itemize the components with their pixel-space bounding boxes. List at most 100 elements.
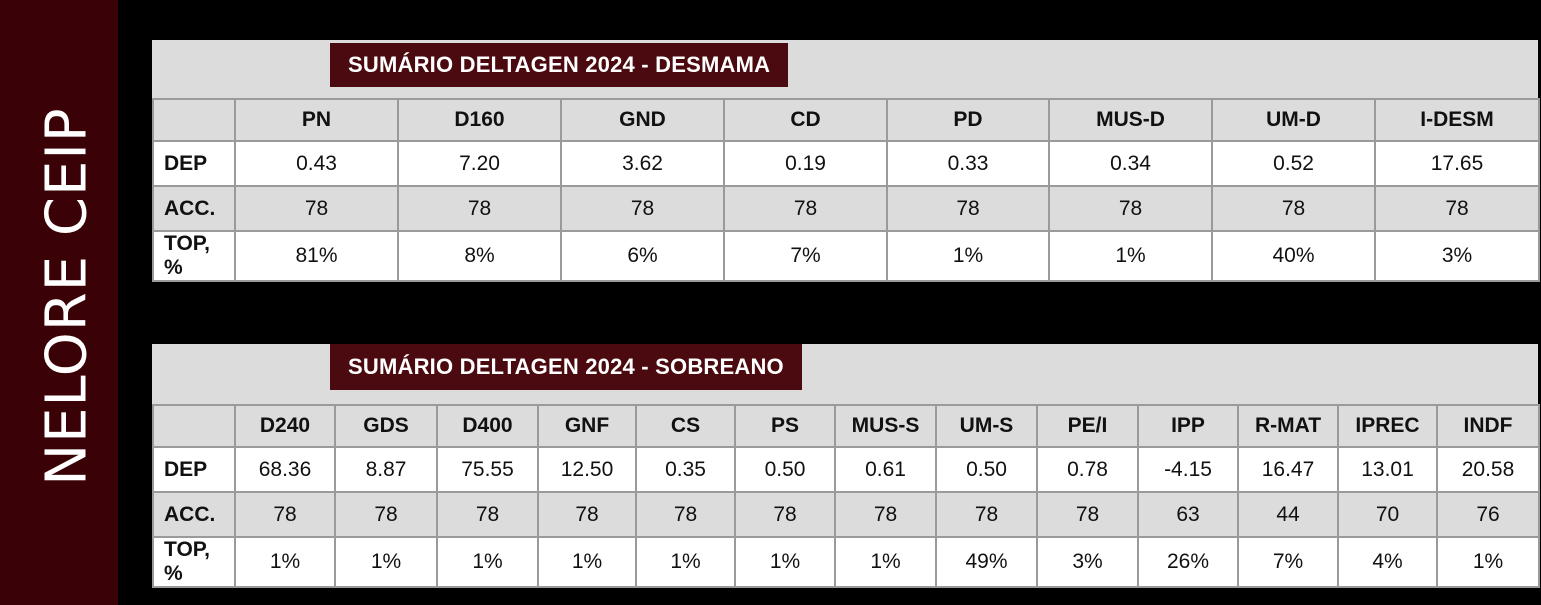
desmama-col-header: GND xyxy=(560,98,725,142)
side-title: NELORE CEIP xyxy=(34,107,100,486)
table-cell: 68.36 xyxy=(234,446,336,493)
desmama-col-header: PN xyxy=(234,98,399,142)
table-cell: 0.52 xyxy=(1211,140,1376,187)
table-cell: 26% xyxy=(1137,536,1239,588)
table-cell: 78 xyxy=(1374,185,1540,232)
table-cell: 44 xyxy=(1237,491,1339,538)
table-cell: 8% xyxy=(397,230,562,282)
table-cell: 78 xyxy=(537,491,637,538)
table-cell: 63 xyxy=(1137,491,1239,538)
table-cell: 81% xyxy=(234,230,399,282)
desmama-title: SUMÁRIO DELTAGEN 2024 - DESMAMA xyxy=(330,43,789,87)
desmama-col-header: D160 xyxy=(397,98,562,142)
table-cell: 8.87 xyxy=(334,446,438,493)
table-cell: 78 xyxy=(1048,185,1213,232)
side-title-container: NELORE CEIP xyxy=(0,0,118,605)
table-cell: 0.43 xyxy=(234,140,399,187)
sobreano-header-row: D240 GDS D400 GNF CS PS MUS-S UM-S PE/I … xyxy=(152,404,1540,448)
desmama-table: PN D160 GND CD PD MUS-D UM-D I-DESM DEP … xyxy=(152,98,1540,282)
table-cell: 0.50 xyxy=(935,446,1038,493)
table-cell: 78 xyxy=(734,491,836,538)
table-cell: 16.47 xyxy=(1237,446,1339,493)
row-label: TOP, % xyxy=(152,230,236,282)
table-cell: -4.15 xyxy=(1137,446,1239,493)
sobreano-header: SUMÁRIO DELTAGEN 2024 - SOBREANO xyxy=(152,344,1538,404)
desmama-row-top: TOP, % 81% 8% 6% 7% 1% 1% 40% 3% xyxy=(152,230,1540,282)
sobreano-col-header: GDS xyxy=(334,404,438,448)
desmama-col-header: I-DESM xyxy=(1374,98,1540,142)
row-label: ACC. xyxy=(152,491,236,538)
table-cell: 78 xyxy=(834,491,937,538)
sobreano-col-header: MUS-S xyxy=(834,404,937,448)
desmama-header: SUMÁRIO DELTAGEN 2024 - DESMAMA xyxy=(152,40,1538,98)
sobreano-row-acc: ACC. 78 78 78 78 78 78 78 78 78 63 44 70… xyxy=(152,491,1540,538)
table-cell: 0.35 xyxy=(635,446,736,493)
table-cell: 78 xyxy=(234,491,336,538)
table-cell: 75.55 xyxy=(436,446,539,493)
sobreano-table: D240 GDS D400 GNF CS PS MUS-S UM-S PE/I … xyxy=(152,404,1540,588)
sobreano-col-header: UM-S xyxy=(935,404,1038,448)
table-cell: 1% xyxy=(734,536,836,588)
table-cell: 1% xyxy=(834,536,937,588)
table-cell: 78 xyxy=(935,491,1038,538)
table-cell: 7% xyxy=(723,230,888,282)
table-cell: 0.19 xyxy=(723,140,888,187)
side-bar xyxy=(0,0,118,605)
desmama-col-header: PD xyxy=(886,98,1050,142)
sobreano-col-header: PS xyxy=(734,404,836,448)
sobreano-corner-cell xyxy=(152,404,236,448)
table-cell: 1% xyxy=(436,536,539,588)
table-cell: 78 xyxy=(334,491,438,538)
table-cell: 13.01 xyxy=(1337,446,1438,493)
sobreano-row-dep: DEP 68.36 8.87 75.55 12.50 0.35 0.50 0.6… xyxy=(152,446,1540,493)
desmama-row-acc: ACC. 78 78 78 78 78 78 78 78 xyxy=(152,185,1540,232)
table-cell: 78 xyxy=(1036,491,1139,538)
sobreano-row-top: TOP, % 1% 1% 1% 1% 1% 1% 1% 49% 3% 26% 7… xyxy=(152,536,1540,588)
table-cell: 1% xyxy=(334,536,438,588)
table-cell: 78 xyxy=(723,185,888,232)
table-cell: 3.62 xyxy=(560,140,725,187)
desmama-row-dep: DEP 0.43 7.20 3.62 0.19 0.33 0.34 0.52 1… xyxy=(152,140,1540,187)
table-cell: 0.50 xyxy=(734,446,836,493)
table-cell: 1% xyxy=(1436,536,1540,588)
table-cell: 78 xyxy=(436,491,539,538)
sobreano-col-header: R-MAT xyxy=(1237,404,1339,448)
table-cell: 12.50 xyxy=(537,446,637,493)
table-cell: 7.20 xyxy=(397,140,562,187)
table-cell: 6% xyxy=(560,230,725,282)
table-cell: 0.61 xyxy=(834,446,937,493)
desmama-col-header: UM-D xyxy=(1211,98,1376,142)
table-cell: 49% xyxy=(935,536,1038,588)
sobreano-col-header: IPREC xyxy=(1337,404,1438,448)
table-cell: 78 xyxy=(886,185,1050,232)
desmama-col-header: CD xyxy=(723,98,888,142)
row-label: DEP xyxy=(152,140,236,187)
desmama-panel: SUMÁRIO DELTAGEN 2024 - DESMAMA PN D160 … xyxy=(152,40,1540,282)
table-cell: 1% xyxy=(886,230,1050,282)
table-cell: 78 xyxy=(397,185,562,232)
table-cell: 0.78 xyxy=(1036,446,1139,493)
sobreano-col-header: IPP xyxy=(1137,404,1239,448)
table-cell: 1% xyxy=(234,536,336,588)
sobreano-col-header: GNF xyxy=(537,404,637,448)
table-cell: 3% xyxy=(1036,536,1139,588)
table-cell: 7% xyxy=(1237,536,1339,588)
desmama-corner-cell xyxy=(152,98,236,142)
table-cell: 78 xyxy=(560,185,725,232)
desmama-header-row: PN D160 GND CD PD MUS-D UM-D I-DESM xyxy=(152,98,1540,142)
sobreano-col-header: D240 xyxy=(234,404,336,448)
table-cell: 70 xyxy=(1337,491,1438,538)
table-cell: 20.58 xyxy=(1436,446,1540,493)
row-label: TOP, % xyxy=(152,536,236,588)
sobreano-title: SUMÁRIO DELTAGEN 2024 - SOBREANO xyxy=(330,344,802,390)
table-cell: 1% xyxy=(537,536,637,588)
sobreano-col-header: PE/I xyxy=(1036,404,1139,448)
desmama-col-header: MUS-D xyxy=(1048,98,1213,142)
sobreano-col-header: CS xyxy=(635,404,736,448)
sobreano-panel: SUMÁRIO DELTAGEN 2024 - SOBREANO D240 GD… xyxy=(152,344,1540,588)
table-cell: 3% xyxy=(1374,230,1540,282)
table-cell: 78 xyxy=(1211,185,1376,232)
table-cell: 1% xyxy=(1048,230,1213,282)
table-cell: 17.65 xyxy=(1374,140,1540,187)
table-cell: 0.34 xyxy=(1048,140,1213,187)
